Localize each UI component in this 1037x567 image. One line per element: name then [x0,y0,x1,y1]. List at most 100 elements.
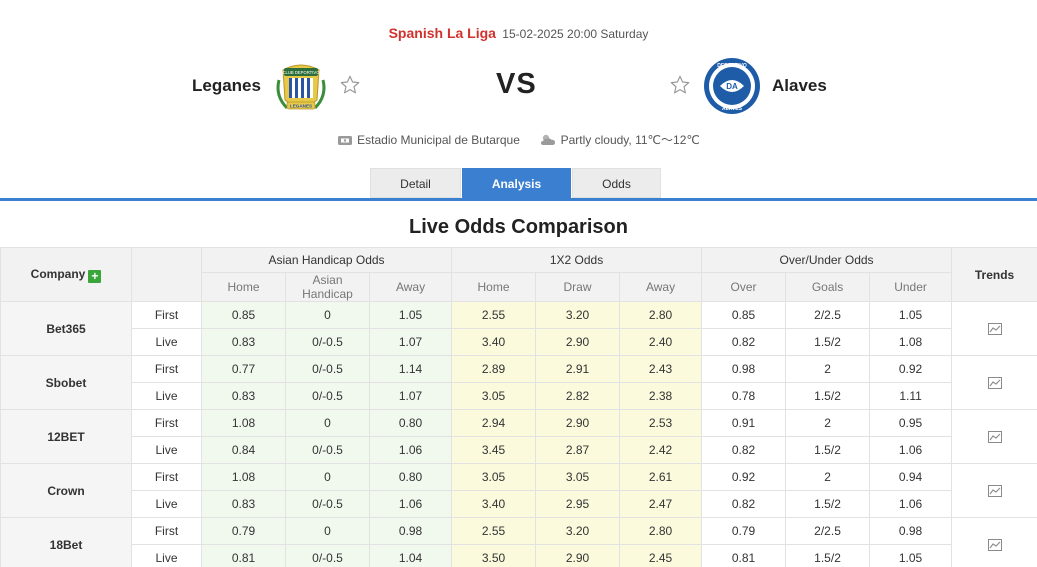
ah-odds-cell[interactable]: 0.83 [201,328,286,356]
line-chart-icon[interactable] [987,323,1002,336]
ah-odds-cell[interactable]: 1.14 [368,355,453,383]
ah-odds-cell[interactable]: 0/-0.5 [285,382,370,410]
ou-odds-cell[interactable]: 1.05 [869,301,953,329]
away-team-name[interactable]: Alaves [772,76,827,95]
trend-cell[interactable] [951,355,1037,410]
ou-odds-cell[interactable]: 1.5/2 [785,436,871,464]
ah-odds-cell[interactable]: 0 [285,517,370,545]
x12-odds-cell[interactable]: 3.20 [535,517,621,545]
ou-odds-cell[interactable]: 0.78 [701,382,787,410]
ah-odds-cell[interactable]: 0.98 [368,517,453,545]
ou-odds-cell[interactable]: 1.05 [869,544,953,567]
x12-odds-cell[interactable]: 2.82 [535,382,621,410]
ou-odds-cell[interactable]: 1.5/2 [785,544,871,567]
x12-odds-cell[interactable]: 3.50 [451,544,537,567]
x12-odds-cell[interactable]: 2.80 [619,517,703,545]
league-name[interactable]: Spanish La Liga [388,25,496,41]
x12-odds-cell[interactable]: 2.45 [619,544,703,567]
ah-odds-cell[interactable]: 0.80 [368,409,453,437]
trend-cell[interactable] [951,301,1037,356]
ou-odds-cell[interactable]: 1.06 [869,490,953,518]
star-outline-icon[interactable] [669,74,691,96]
x12-odds-cell[interactable]: 2.43 [619,355,703,383]
ou-odds-cell[interactable]: 0.98 [869,517,953,545]
ou-odds-cell[interactable]: 2 [785,355,871,383]
ou-odds-cell[interactable]: 0.95 [869,409,953,437]
ah-odds-cell[interactable]: 1.04 [368,544,453,567]
ah-odds-cell[interactable]: 1.07 [368,382,453,410]
x12-odds-cell[interactable]: 2.53 [619,409,703,437]
tab-analysis[interactable]: Analysis [462,168,571,198]
trend-cell[interactable] [951,517,1037,567]
bookmaker-name[interactable]: 12BET [0,409,132,464]
x12-odds-cell[interactable]: 2.47 [619,490,703,518]
x12-odds-cell[interactable]: 2.80 [619,301,703,329]
ou-odds-cell[interactable]: 1.11 [869,382,953,410]
ah-odds-cell[interactable]: 0.80 [368,463,453,491]
ah-odds-cell[interactable]: 0/-0.5 [285,490,370,518]
tab-odds[interactable]: Odds [572,168,661,198]
x12-odds-cell[interactable]: 2.40 [619,328,703,356]
ou-odds-cell[interactable]: 0.94 [869,463,953,491]
ah-odds-cell[interactable]: 0/-0.5 [285,328,370,356]
ah-odds-cell[interactable]: 0.83 [201,382,286,410]
ah-odds-cell[interactable]: 0 [285,409,370,437]
home-team-name[interactable]: Leganes [192,76,261,95]
ou-odds-cell[interactable]: 0.85 [701,301,787,329]
trend-cell[interactable] [951,463,1037,518]
ah-odds-cell[interactable]: 0.77 [201,355,286,383]
line-chart-icon[interactable] [987,485,1002,498]
line-chart-icon[interactable] [987,539,1002,552]
plus-icon[interactable]: + [88,269,102,283]
x12-odds-cell[interactable]: 2.87 [535,436,621,464]
ou-odds-cell[interactable]: 1.5/2 [785,490,871,518]
x12-odds-cell[interactable]: 3.40 [451,490,537,518]
x12-odds-cell[interactable]: 3.40 [451,328,537,356]
ou-odds-cell[interactable]: 1.06 [869,436,953,464]
ou-odds-cell[interactable]: 0.79 [701,517,787,545]
ah-odds-cell[interactable]: 0.84 [201,436,286,464]
ou-odds-cell[interactable]: 0.82 [701,490,787,518]
ah-odds-cell[interactable]: 0/-0.5 [285,544,370,567]
x12-odds-cell[interactable]: 2.91 [535,355,621,383]
x12-odds-cell[interactable]: 2.90 [535,409,621,437]
ah-odds-cell[interactable]: 1.08 [201,409,286,437]
x12-odds-cell[interactable]: 3.05 [535,463,621,491]
ou-odds-cell[interactable]: 0.91 [701,409,787,437]
ou-odds-cell[interactable]: 1.5/2 [785,382,871,410]
ah-odds-cell[interactable]: 1.05 [368,301,453,329]
x12-odds-cell[interactable]: 2.90 [535,544,621,567]
ah-odds-cell[interactable]: 1.06 [368,490,453,518]
bookmaker-name[interactable]: Sbobet [0,355,132,410]
x12-odds-cell[interactable]: 2.90 [535,328,621,356]
bookmaker-name[interactable]: Bet365 [0,301,132,356]
x12-odds-cell[interactable]: 2.42 [619,436,703,464]
x12-odds-cell[interactable]: 2.61 [619,463,703,491]
x12-odds-cell[interactable]: 2.89 [451,355,537,383]
ou-odds-cell[interactable]: 0.82 [701,436,787,464]
ah-odds-cell[interactable]: 0.85 [201,301,286,329]
x12-odds-cell[interactable]: 3.05 [451,382,537,410]
x12-odds-cell[interactable]: 2.55 [451,301,537,329]
ah-odds-cell[interactable]: 0.83 [201,490,286,518]
ou-odds-cell[interactable]: 2 [785,463,871,491]
ou-odds-cell[interactable]: 1.08 [869,328,953,356]
bookmaker-name[interactable]: 18Bet [0,517,132,567]
x12-odds-cell[interactable]: 2.38 [619,382,703,410]
ou-odds-cell[interactable]: 0.82 [701,328,787,356]
x12-odds-cell[interactable]: 3.05 [451,463,537,491]
tab-detail[interactable]: Detail [370,168,461,198]
star-outline-icon[interactable] [339,74,361,96]
ah-odds-cell[interactable]: 1.08 [201,463,286,491]
ou-odds-cell[interactable]: 0.98 [701,355,787,383]
x12-odds-cell[interactable]: 3.20 [535,301,621,329]
ou-odds-cell[interactable]: 1.5/2 [785,328,871,356]
ah-odds-cell[interactable]: 1.06 [368,436,453,464]
ah-odds-cell[interactable]: 1.07 [368,328,453,356]
trend-cell[interactable] [951,409,1037,464]
ah-odds-cell[interactable]: 0.79 [201,517,286,545]
ou-odds-cell[interactable]: 2/2.5 [785,301,871,329]
line-chart-icon[interactable] [987,377,1002,390]
ou-odds-cell[interactable]: 0.92 [701,463,787,491]
ah-odds-cell[interactable]: 0/-0.5 [285,436,370,464]
